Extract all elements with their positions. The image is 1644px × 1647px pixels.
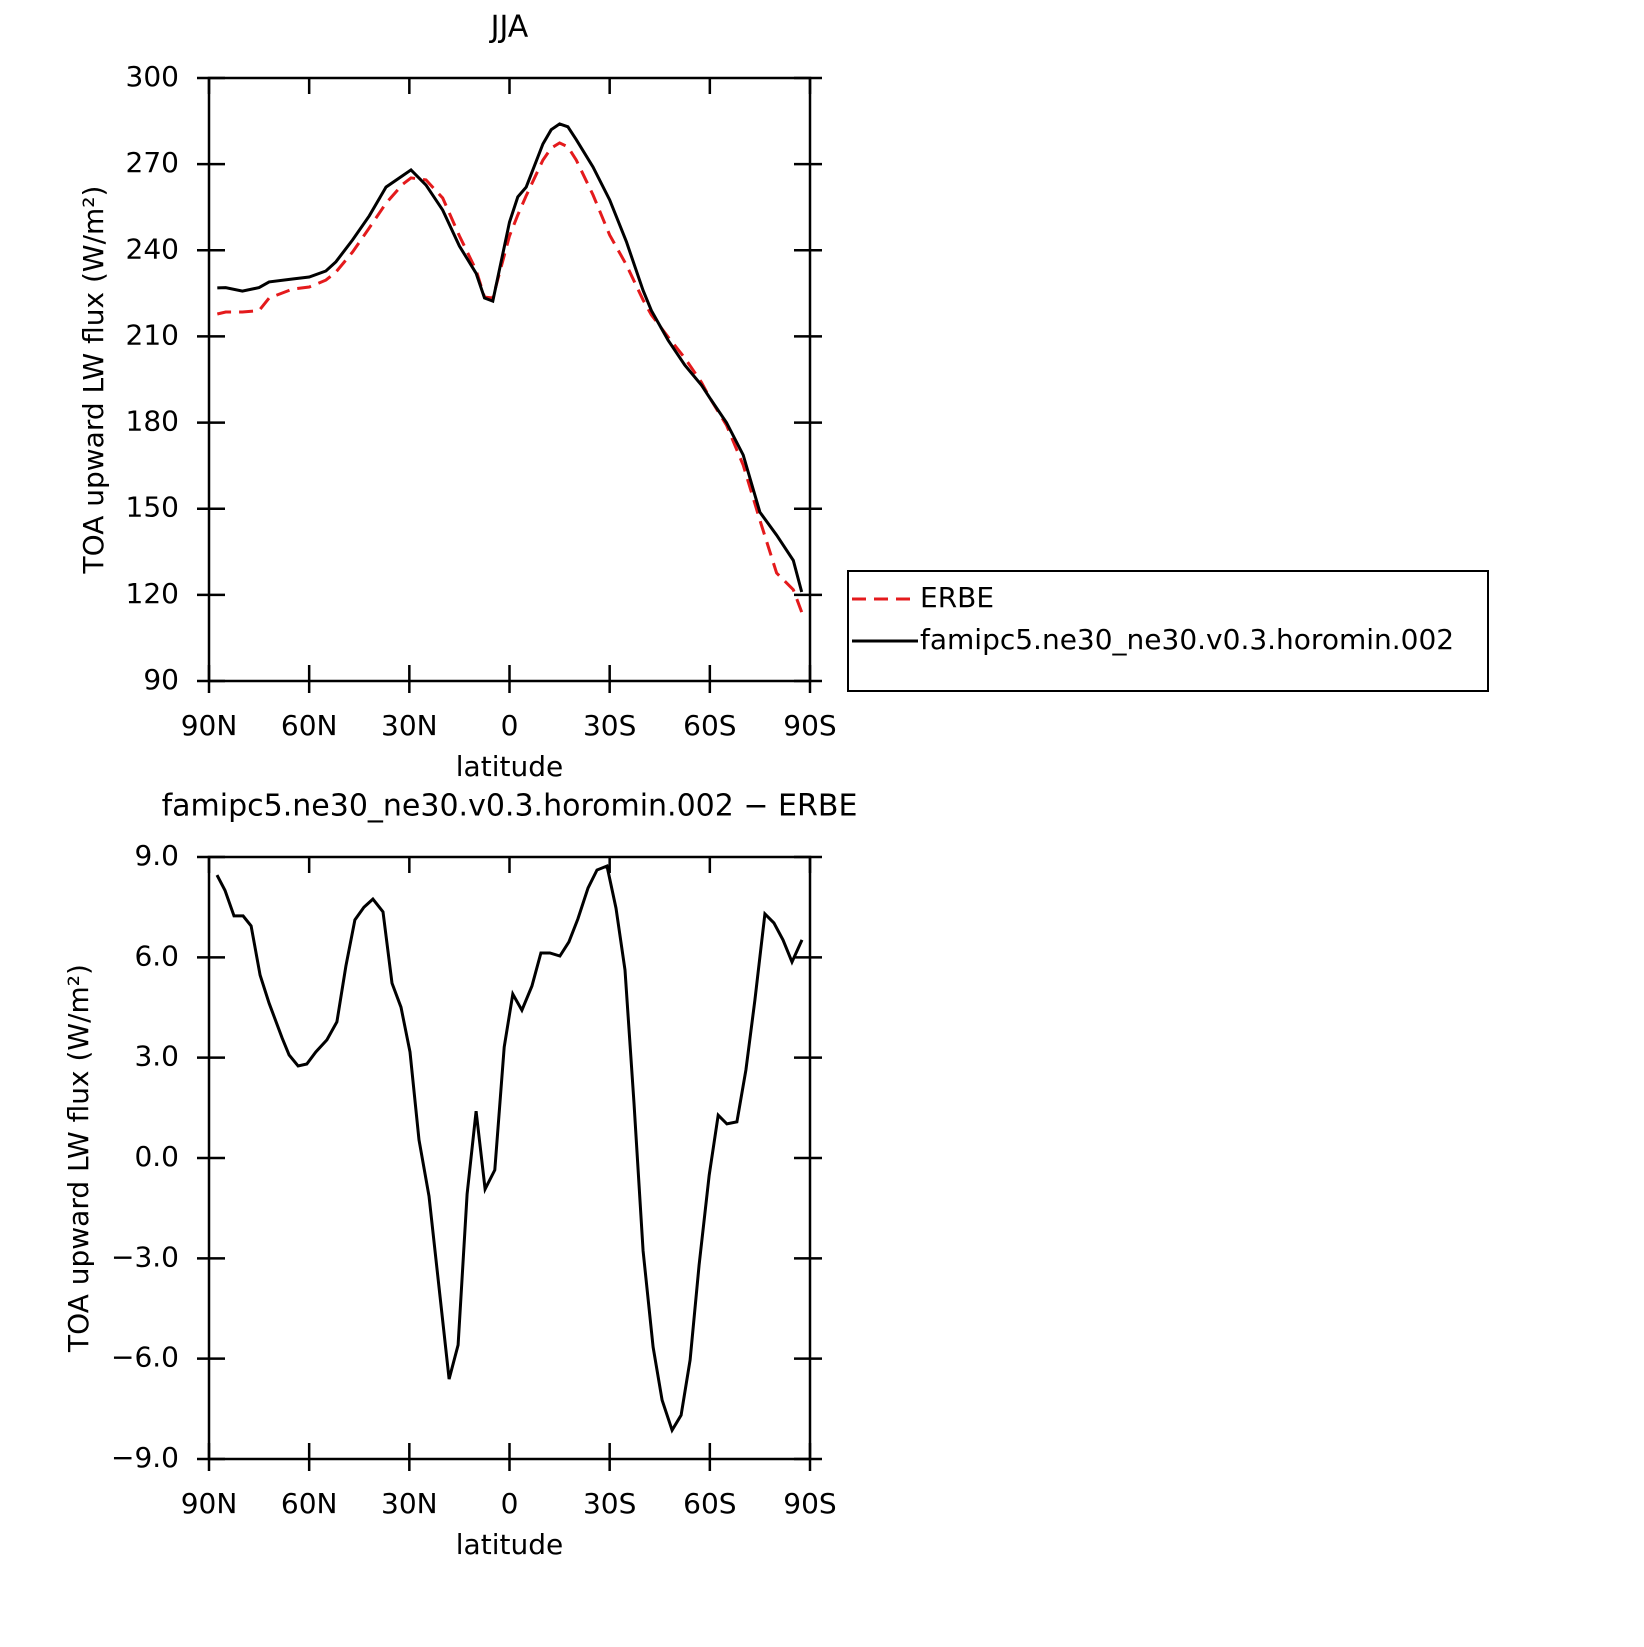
y-tick-label: 150 (126, 491, 179, 524)
x-tick-label: 30N (381, 1487, 438, 1520)
data-line (216, 141, 804, 613)
y-tick-label: 300 (126, 60, 179, 93)
legend-label: ERBE (920, 581, 994, 614)
chart-title: famipc5.ne30_ne30.v0.3.horomin.002 − ERB… (162, 789, 858, 824)
y-axis-label: TOA upward LW flux (W/m²) (77, 186, 110, 575)
x-tick-label: 60S (683, 709, 736, 742)
chart-title: JJA (489, 10, 529, 45)
y-tick-label: 180 (126, 405, 179, 438)
y-tick-label: 6.0 (134, 939, 179, 972)
y-tick-label: −3.0 (111, 1240, 179, 1273)
legend-label: famipc5.ne30_ne30.v0.3.horomin.002 (920, 623, 1454, 656)
x-tick-label: 90N (181, 1487, 238, 1520)
x-tick-label: 60N (281, 709, 338, 742)
x-tick-label: 0 (501, 1487, 519, 1520)
y-tick-label: −9.0 (111, 1441, 179, 1474)
plot-frame (207, 76, 812, 683)
x-axis-label: latitude (456, 1528, 563, 1561)
x-tick-label: 90N (181, 709, 238, 742)
y-tick-label: 120 (126, 577, 179, 610)
y-tick-label: 0.0 (134, 1140, 179, 1173)
legend-box (847, 570, 1489, 692)
plot-frame (207, 855, 812, 1461)
x-tick-label: 90S (783, 709, 836, 742)
y-tick-label: 9.0 (134, 839, 179, 872)
y-tick-label: 240 (126, 232, 179, 265)
y-tick-label: −6.0 (111, 1341, 179, 1374)
y-tick-label: 3.0 (134, 1040, 179, 1073)
x-tick-label: 30N (381, 709, 438, 742)
y-tick-label: 270 (126, 146, 179, 179)
y-tick-label: 210 (126, 318, 179, 351)
x-tick-label: 60N (281, 1487, 338, 1520)
x-tick-label: 0 (501, 709, 519, 742)
x-axis-label: latitude (456, 750, 563, 783)
y-axis-label: TOA upward LW flux (W/m²) (62, 964, 95, 1353)
y-tick-label: 90 (143, 663, 179, 696)
x-tick-label: 30S (583, 709, 636, 742)
x-tick-label: 30S (583, 1487, 636, 1520)
data-line (217, 122, 804, 593)
x-tick-label: 60S (683, 1487, 736, 1520)
data-line (215, 863, 804, 1434)
x-tick-label: 90S (783, 1487, 836, 1520)
